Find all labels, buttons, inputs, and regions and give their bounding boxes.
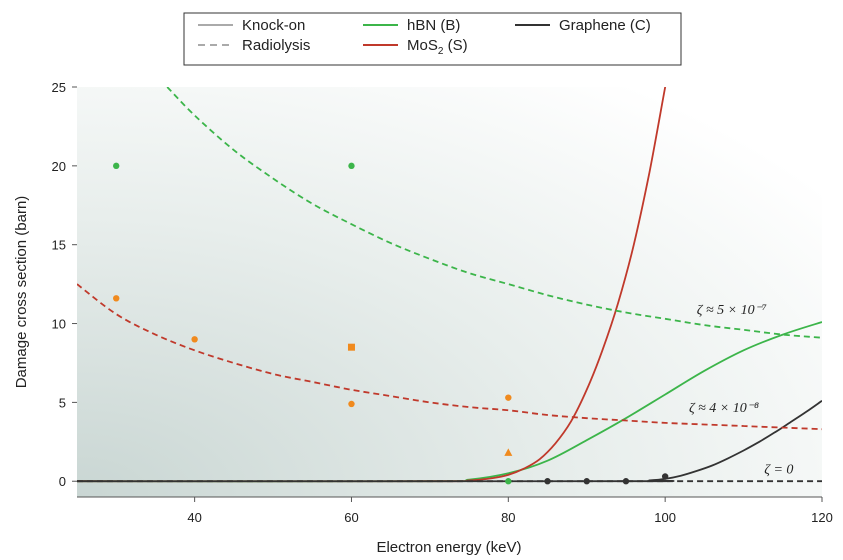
y-axis-title: Damage cross section (barn) — [13, 196, 30, 389]
data-point — [505, 394, 512, 401]
legend-label-text: Knock-on — [242, 17, 305, 34]
y-tick-label: 10 — [52, 317, 66, 332]
data-point — [348, 162, 355, 170]
data-point — [583, 478, 590, 485]
zeta-annotation: ζ = 0 — [764, 462, 793, 477]
x-axis-title: Electron energy (keV) — [376, 539, 521, 556]
data-point — [505, 478, 512, 485]
data-point — [113, 162, 120, 170]
data-point — [544, 478, 551, 485]
legend-label-suffix: (S) — [443, 37, 467, 54]
zeta-annotation: ζ ≈ 5 × 10⁻⁷ — [697, 303, 767, 318]
legend-label: Radiolysis — [242, 37, 310, 54]
data-point — [348, 400, 355, 408]
legend-label: Graphene (C) — [559, 17, 651, 34]
y-tick-label: 20 — [52, 159, 66, 174]
zeta-annotation: ζ ≈ 4 × 10⁻⁸ — [689, 401, 759, 416]
plot-background — [77, 87, 822, 497]
data-point — [622, 478, 630, 485]
y-axis-ticks: 0 5 10 15 20 25 — [52, 80, 77, 489]
data-point-square — [347, 343, 355, 351]
legend-label: MoS2 (S) — [407, 37, 468, 57]
data-point — [191, 336, 198, 343]
x-tick-label: 120 — [811, 510, 833, 525]
legend-label-text: Radiolysis — [242, 37, 310, 54]
y-tick-label: 25 — [52, 80, 66, 95]
series-line-radiolysis-3 — [166, 87, 822, 339]
legend-label-text: hBN (B) — [407, 17, 460, 34]
x-tick-label: 100 — [654, 510, 676, 525]
x-tick-label: 60 — [344, 510, 358, 525]
data-point — [113, 295, 120, 302]
legend: Knock-on Radiolysis hBN (B) MoS2 (S) Graphen… — [183, 12, 682, 66]
x-tick-label: 80 — [501, 510, 515, 525]
data-points — [113, 162, 669, 485]
legend-label-text: MoS — [407, 37, 438, 54]
y-tick-label: 0 — [59, 474, 66, 489]
y-tick-label: 5 — [59, 395, 66, 410]
legend-label-subscript: 2 — [438, 46, 444, 57]
legend-label: Knock-on — [242, 17, 305, 34]
data-point-triangle — [504, 448, 513, 456]
data-point — [661, 473, 669, 480]
y-tick-label: 15 — [52, 238, 66, 253]
legend-label: hBN (B) — [407, 17, 460, 34]
legend-label-text: Graphene (C) — [559, 17, 651, 34]
x-tick-label: 40 — [187, 510, 201, 525]
annotations: ζ ≈ 5 × 10⁻⁷ ζ ≈ 4 × 10⁻⁸ ζ = 0 — [689, 303, 793, 477]
x-axis-ticks: 40 60 80 100 120 — [187, 497, 833, 525]
legend-box — [183, 12, 682, 66]
